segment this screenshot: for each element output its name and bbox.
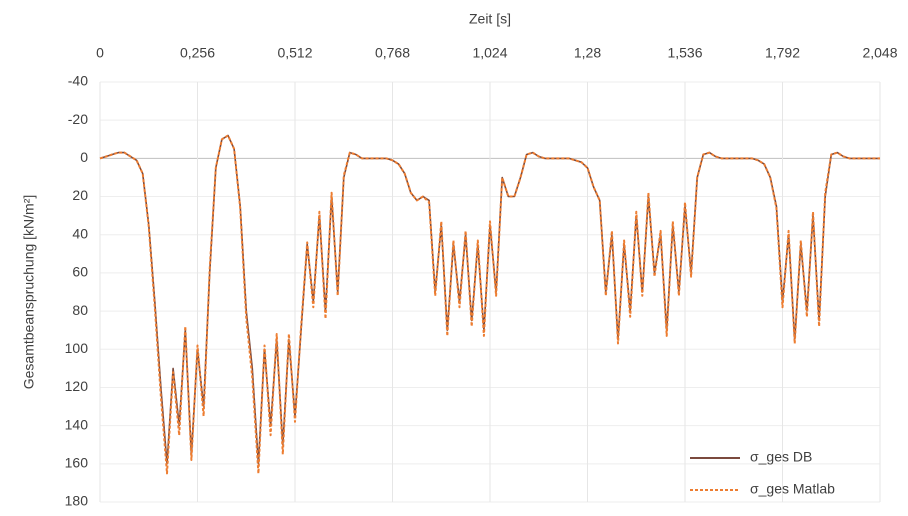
legend-label: σ_ges Matlab [750,481,835,497]
x-tick-label: 0,768 [375,45,410,61]
y-tick-label: 140 [65,416,89,432]
x-tick-label: 1,536 [667,45,702,61]
y-axis-title: Gesamtbeanspruchung [kN/m²] [21,195,37,390]
y-tick-label: -40 [68,73,88,89]
x-tick-label: 1,792 [765,45,800,61]
x-axis-title: Zeit [s] [469,11,511,27]
y-tick-label: 160 [65,455,89,471]
x-tick-label: 0,512 [277,45,312,61]
y-tick-label: 20 [72,187,88,203]
y-tick-label: 100 [65,340,89,356]
legend-label: σ_ges DB [750,449,812,465]
x-tick-label: 1,28 [574,45,601,61]
y-tick-label: 0 [80,149,88,165]
y-tick-label: 120 [65,378,89,394]
x-tick-label: 1,024 [472,45,507,61]
y-tick-label: 60 [72,264,88,280]
x-tick-label: 0 [96,45,104,61]
y-tick-label: 80 [72,302,88,318]
y-tick-label: 180 [65,493,89,509]
series-line [99,134,880,475]
x-tick-label: 0,256 [180,45,215,61]
y-tick-label: 40 [72,225,88,241]
y-tick-label: -20 [68,111,88,127]
x-tick-label: 2,048 [862,45,897,61]
